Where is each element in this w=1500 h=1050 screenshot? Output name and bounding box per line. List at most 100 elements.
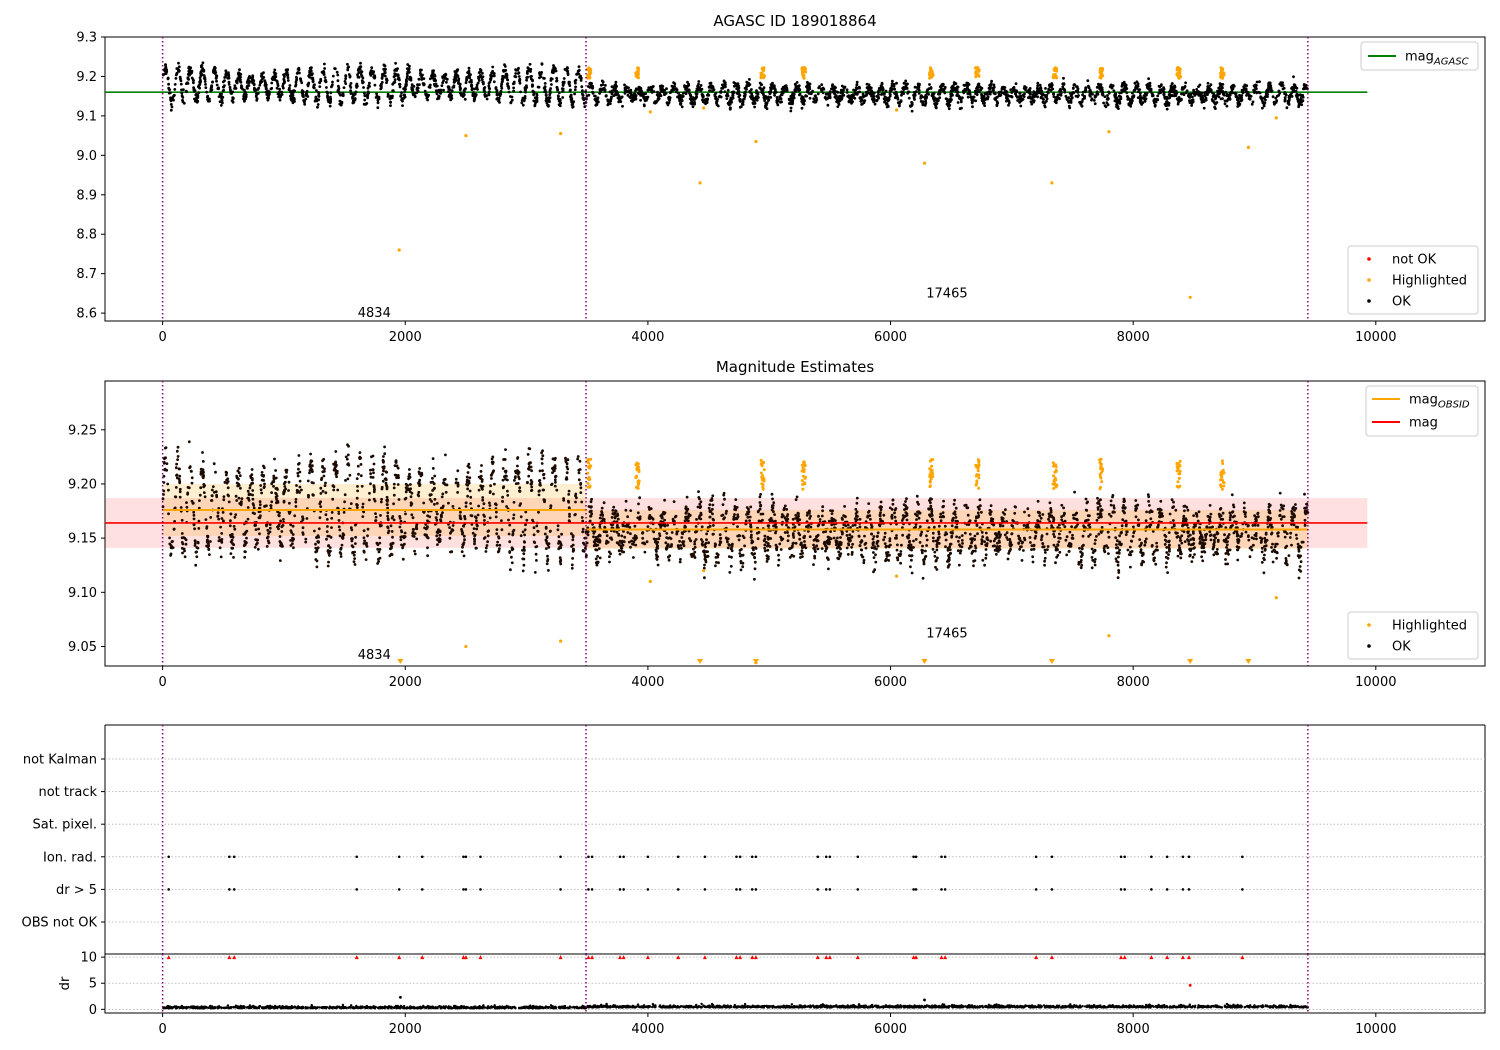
ok-point: [760, 83, 764, 86]
ok-point: [400, 529, 403, 532]
ok-point: [750, 88, 753, 91]
ok-point: [218, 546, 222, 550]
ok-point: [413, 549, 416, 553]
ok-point: [821, 91, 825, 95]
ok-point: [697, 80, 701, 83]
ok-point: [566, 71, 570, 75]
ok-point: [669, 90, 673, 94]
ok-point: [798, 93, 801, 97]
highlighted-point-group: [397, 106, 1278, 299]
y-tick-label: 9.2: [76, 70, 97, 85]
ok-point: [266, 536, 269, 540]
ok-point: [420, 76, 424, 79]
ok-point: [243, 92, 246, 96]
ok-point: [292, 546, 295, 550]
ok-point: [495, 510, 498, 514]
ok-point: [523, 97, 527, 100]
ok-point: [331, 74, 335, 78]
ok-point: [278, 98, 282, 102]
ok-point: [769, 83, 773, 86]
ok-point: [261, 75, 265, 79]
ok-point: [187, 486, 191, 490]
ok-point: [769, 88, 773, 92]
ok-point: [268, 526, 272, 530]
ok-point: [301, 91, 305, 94]
ok-point: [260, 471, 264, 474]
ok-point: [352, 560, 356, 564]
ok-point: [509, 95, 512, 98]
ok-point: [945, 102, 949, 106]
ok-point: [1168, 95, 1172, 98]
ok-point: [545, 562, 549, 566]
ok-point: [665, 87, 668, 91]
ok-point: [398, 83, 402, 86]
ok-point: [889, 86, 893, 90]
ok-point: [275, 86, 279, 90]
ok-point: [571, 543, 575, 547]
ok-point: [404, 87, 407, 91]
ok-point: [950, 98, 953, 101]
ok-point: [404, 80, 408, 83]
ok-point: [1093, 95, 1097, 99]
ok-point: [1228, 97, 1232, 101]
ok-point: [525, 76, 529, 79]
ok-point: [476, 513, 480, 517]
ok-point: [437, 540, 441, 544]
ok-point: [357, 75, 361, 79]
ok-point: [800, 106, 804, 110]
ok-point: [266, 98, 270, 102]
ok-point: [691, 105, 695, 109]
ok-point: [373, 499, 377, 503]
ok-point: [525, 78, 528, 82]
ok-point: [173, 83, 177, 86]
ok-point: [359, 61, 362, 65]
ok-point: [494, 87, 498, 90]
ok-point: [623, 83, 626, 87]
ok-point: [389, 524, 393, 528]
ok-point: [904, 79, 908, 83]
ok-point: [860, 103, 863, 106]
ok-point: [566, 69, 569, 73]
ok-point: [464, 505, 468, 508]
ok-point: [358, 65, 362, 69]
ok-point: [418, 484, 421, 487]
ok-point: [581, 92, 584, 96]
ok-point: [1039, 96, 1043, 100]
x-tick-label: 10000: [1355, 330, 1396, 345]
ok-point: [571, 557, 574, 560]
ok-point: [561, 84, 565, 87]
ok-point: [552, 66, 556, 69]
ok-point: [1030, 102, 1034, 106]
ok-point: [334, 450, 338, 453]
ok-point: [907, 96, 911, 100]
ok-point: [645, 98, 648, 102]
ok-point: [1042, 98, 1045, 101]
ok-point: [245, 536, 248, 540]
ok-point: [1084, 86, 1088, 89]
ok-point: [509, 101, 513, 105]
ok-point: [494, 503, 498, 507]
ok-point: [228, 524, 232, 528]
ok-point: [614, 83, 617, 87]
ok-point: [548, 100, 551, 103]
ok-point: [672, 81, 675, 84]
ok-point: [1051, 87, 1055, 91]
ok-point: [875, 95, 879, 98]
ok-point: [713, 95, 717, 98]
ok-point: [475, 519, 478, 523]
ok-point: [1282, 86, 1286, 90]
ok-point: [314, 95, 318, 99]
ok-point: [489, 73, 493, 77]
ok-point: [510, 98, 514, 102]
ok-point: [638, 87, 642, 91]
ok-point: [234, 494, 238, 498]
ok-point: [283, 475, 287, 479]
ok-point: [214, 470, 217, 474]
ok-point: [680, 95, 684, 98]
ok-point: [356, 84, 359, 88]
ok-point: [1234, 91, 1237, 95]
ok-point: [873, 98, 876, 102]
ok-point: [293, 89, 297, 93]
ok-point: [956, 90, 960, 94]
ok-point: [728, 107, 732, 110]
